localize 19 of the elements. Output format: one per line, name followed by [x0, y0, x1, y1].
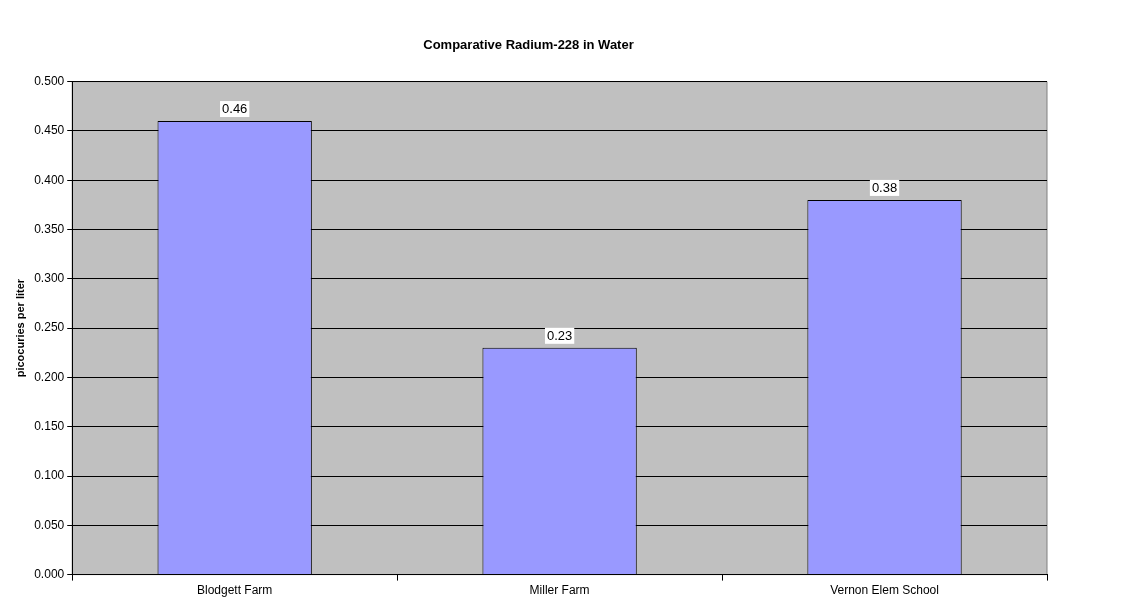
y-tick-label: 0.100 [34, 468, 65, 483]
chart-title: Comparative Radium-228 in Water [423, 37, 634, 53]
x-tick-label: Blodgett Farm [197, 583, 273, 598]
y-tick-label: 0.200 [34, 369, 65, 384]
y-tick-label: 0.000 [34, 566, 65, 581]
y-tick-label: 0.050 [34, 517, 65, 532]
y-axis-title: picocuries per liter [13, 278, 26, 378]
x-tick-label: Miller Farm [529, 583, 590, 598]
x-tick-label: Vernon Elem School [830, 583, 939, 598]
y-tick-label: 0.300 [34, 271, 65, 286]
data-label: 0.23 [546, 327, 573, 343]
y-tick-label: 0.450 [34, 123, 65, 138]
y-tick-label: 0.250 [34, 320, 65, 335]
y-tick-label: 0.500 [34, 73, 65, 88]
data-label: 0.38 [871, 180, 898, 195]
y-tick-label: 0.400 [34, 172, 65, 187]
data-label: 0.46 [222, 101, 248, 117]
y-tick-label: 0.150 [34, 419, 65, 434]
y-tick-label: 0.350 [34, 221, 65, 236]
